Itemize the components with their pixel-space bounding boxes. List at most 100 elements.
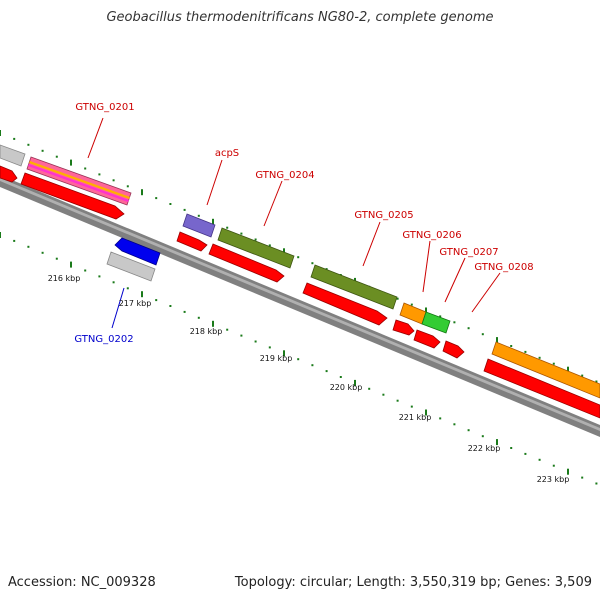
gene-bar-gtng-0201 bbox=[26, 156, 132, 206]
tick-mark-minor bbox=[126, 185, 129, 188]
tick-mark-minor bbox=[112, 281, 115, 284]
leader-gtng-0202 bbox=[111, 287, 125, 329]
tick-mark-major bbox=[212, 218, 214, 225]
cds-lane bbox=[0, 165, 600, 419]
tick-mark-minor bbox=[467, 327, 470, 330]
tick-mark-minor bbox=[581, 374, 584, 377]
tick-mark-major bbox=[70, 261, 72, 268]
tick-mark-minor bbox=[27, 143, 30, 146]
tick-mark-minor bbox=[453, 321, 456, 324]
tick-mark-minor bbox=[595, 482, 598, 485]
tick-mark-minor bbox=[467, 429, 470, 432]
tick-mark-minor bbox=[510, 447, 513, 449]
scale-label: 216 kbp bbox=[48, 274, 81, 283]
gene-bar-unnamed bbox=[0, 144, 26, 167]
tick-mark-minor bbox=[84, 167, 87, 170]
genome-backbone-highlight bbox=[0, 178, 600, 431]
tick-mark-minor bbox=[311, 262, 314, 265]
tick-mark-major bbox=[212, 320, 214, 327]
gene-bar-gtng-0202-arrow bbox=[114, 237, 161, 266]
tick-mark-minor bbox=[410, 303, 413, 306]
tick-mark-minor bbox=[98, 275, 101, 278]
tick-mark-minor bbox=[155, 197, 158, 200]
leader-gtng-0205 bbox=[362, 221, 381, 267]
gene-bar-gtng-0202 bbox=[106, 251, 156, 282]
tick-row-lower bbox=[0, 232, 598, 485]
tick-mark-minor bbox=[481, 333, 484, 336]
scale-label: 221 kbp bbox=[399, 413, 432, 422]
tick-mark-major bbox=[283, 248, 285, 255]
leader-lines bbox=[87, 117, 501, 329]
gene-bar-gtng-0208 bbox=[491, 341, 600, 399]
tick-mark-major bbox=[354, 379, 356, 386]
tick-mark-major bbox=[141, 189, 143, 196]
tick-mark-minor bbox=[169, 305, 172, 307]
gene-bar-gtng-0207 bbox=[421, 311, 451, 334]
tick-mark-minor bbox=[595, 380, 598, 383]
tick-mark-minor bbox=[439, 417, 442, 420]
gene-bar-gtng-0204 bbox=[217, 227, 295, 269]
accession-text: Accession: NC_009328 bbox=[8, 575, 156, 590]
tick-mark-minor bbox=[368, 387, 371, 390]
tick-mark-minor bbox=[268, 346, 271, 349]
tick-mark-minor bbox=[55, 257, 58, 260]
tick-mark-minor bbox=[126, 287, 129, 290]
tick-mark-minor bbox=[524, 452, 527, 455]
tick-mark-minor bbox=[169, 203, 172, 205]
tick-mark-minor bbox=[84, 269, 87, 272]
tick-mark-major bbox=[425, 307, 427, 314]
gene-label-gtng-0202: GTNG_0202 bbox=[74, 334, 133, 345]
tick-mark-minor bbox=[155, 299, 158, 302]
genome-summary-text: Topology: circular; Length: 3,550,319 bp… bbox=[234, 575, 592, 590]
tick-mark-minor bbox=[581, 476, 584, 479]
tick-mark-major bbox=[141, 291, 143, 298]
tick-mark-minor bbox=[41, 251, 44, 254]
tick-mark-minor bbox=[197, 214, 200, 217]
cds-arrow-acps bbox=[176, 231, 208, 252]
leader-gtng-0204 bbox=[263, 180, 283, 227]
leader-gtng-0207 bbox=[444, 257, 466, 303]
tick-mark-minor bbox=[240, 334, 243, 337]
cds-arrow-gtng-0204 bbox=[208, 243, 285, 283]
tick-mark-minor bbox=[268, 244, 271, 247]
tick-mark-minor bbox=[396, 399, 399, 402]
cds-arrow-gtng-0207 bbox=[413, 329, 441, 349]
gene-label-gtng-0204: GTNG_0204 bbox=[255, 170, 314, 181]
tick-mark-minor bbox=[13, 239, 16, 242]
scale-label: 219 kbp bbox=[260, 354, 293, 363]
scale-label: 218 kbp bbox=[190, 327, 223, 336]
gene-label-acps: acpS bbox=[215, 148, 239, 159]
tick-mark-minor bbox=[552, 362, 555, 365]
leader-gtng-0201 bbox=[87, 117, 104, 159]
cds-arrow bbox=[0, 165, 18, 183]
tick-mark-minor bbox=[538, 356, 541, 359]
leader-acps bbox=[206, 159, 223, 206]
tick-mark-minor bbox=[339, 376, 342, 378]
tick-mark-major bbox=[283, 350, 285, 357]
tick-mark-minor bbox=[183, 310, 186, 313]
cds-arrow-gtng-0201 bbox=[20, 172, 125, 220]
gene-bar-gtng-0205 bbox=[310, 264, 398, 310]
tick-mark-minor bbox=[27, 245, 30, 248]
tick-mark-major bbox=[567, 366, 569, 373]
gene-label-gtng-0207: GTNG_0207 bbox=[439, 247, 498, 258]
tick-mark-minor bbox=[481, 435, 484, 438]
tick-mark-minor bbox=[98, 173, 101, 176]
scale-label: 220 kbp bbox=[330, 383, 363, 392]
tick-mark-minor bbox=[297, 256, 300, 259]
tick-mark-major bbox=[567, 468, 569, 475]
scale-label: 222 kbp bbox=[468, 444, 501, 453]
tick-mark-minor bbox=[197, 316, 200, 319]
cds-arrow-gtng-0206 bbox=[392, 319, 415, 336]
cds-arrow-unnamed bbox=[442, 340, 465, 359]
gene-features bbox=[0, 144, 600, 399]
cds-arrow-gtng-0208 bbox=[483, 358, 600, 419]
scale-label: 223 kbp bbox=[537, 475, 570, 484]
gene-label-group: GTNG_0201 GTNG_0202 acpS GTNG_0204 GTNG_… bbox=[74, 102, 533, 345]
tick-mark-minor bbox=[396, 297, 399, 300]
tick-mark-major bbox=[0, 130, 1, 136]
tick-mark-major bbox=[0, 232, 1, 238]
tick-mark-minor bbox=[55, 155, 58, 158]
tick-mark-major bbox=[425, 409, 427, 416]
